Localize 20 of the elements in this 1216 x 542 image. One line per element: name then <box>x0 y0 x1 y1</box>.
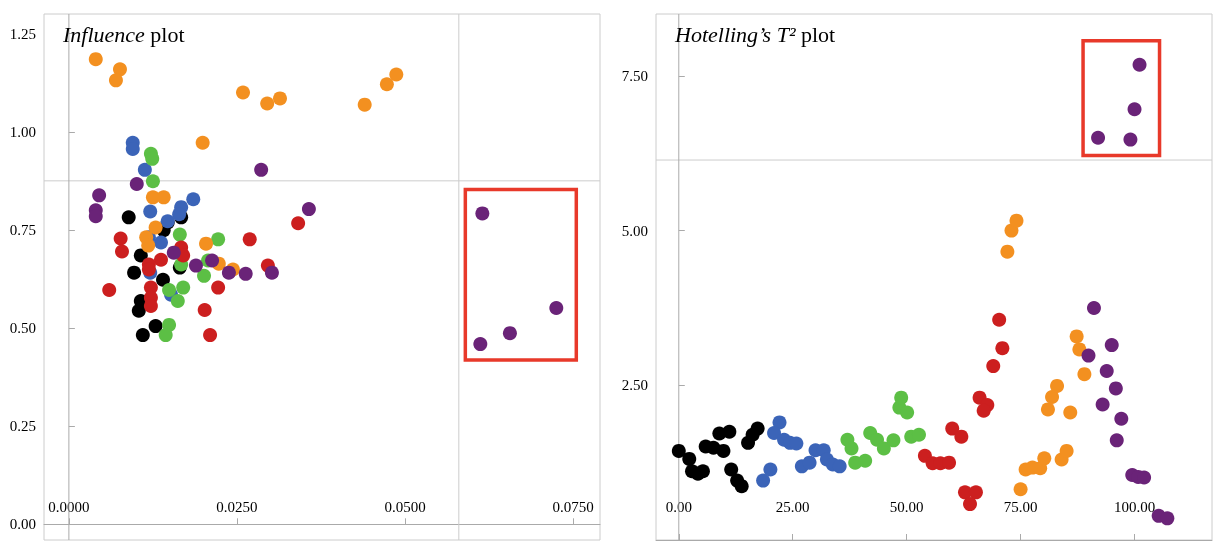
chart-title: Influence plot <box>62 21 185 47</box>
y-tick-label: 5.00 <box>621 222 648 239</box>
y-tick-label: 0.50 <box>9 320 36 337</box>
y-tick-label: 7.50 <box>621 67 648 84</box>
x-tick-label: 50.00 <box>889 498 924 515</box>
y-tick-label: 1.00 <box>9 123 36 140</box>
chart-title: Hotelling’s T² plot <box>674 21 836 47</box>
x-tick-label: 75.00 <box>1003 498 1038 515</box>
x-tick-label: 0.0000 <box>48 498 90 515</box>
x-tick-label: 25.00 <box>775 498 810 515</box>
y-tick-label: 1.25 <box>9 25 36 42</box>
x-tick-label: 100.00 <box>1113 498 1156 515</box>
y-tick-label: 2.50 <box>621 377 648 394</box>
x-tick-label: 0.0250 <box>216 498 258 515</box>
x-tick-label: 0.0500 <box>384 498 426 515</box>
y-tick-label: 0.25 <box>9 418 36 435</box>
y-tick-label: 0.00 <box>9 516 36 533</box>
y-tick-label: 0.75 <box>9 221 36 238</box>
x-tick-label: 0.0750 <box>552 498 594 515</box>
x-tick-label: 0.00 <box>665 498 692 515</box>
